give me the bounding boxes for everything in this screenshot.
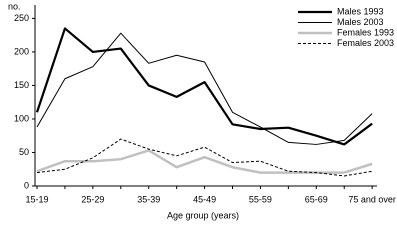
x-tick-label: 75 and over [348, 194, 396, 204]
x-tick-label: 45-49 [193, 194, 216, 204]
x-tick-label: 15-19 [25, 194, 48, 204]
legend-label: Females 1993 [337, 27, 394, 37]
series-line [35, 27, 373, 146]
y-tick-label: 150 [14, 80, 29, 90]
x-tick-label: 65-69 [305, 194, 328, 204]
y-tick-label: 50 [19, 147, 29, 157]
series-line [36, 138, 373, 177]
x-tick-label: 25-29 [81, 194, 104, 204]
y-tick-label: 100 [14, 113, 29, 123]
y-tick-label: 0 [24, 180, 29, 190]
x-tick-label: 35-39 [137, 194, 160, 204]
x-axis-title: Age group (years) [167, 210, 239, 220]
legend-label: Males 1993 [337, 6, 384, 16]
y-tick-label: 250 [14, 13, 29, 23]
legend-label: Females 2003 [337, 38, 394, 48]
legend-label: Males 2003 [337, 17, 384, 27]
series-line [36, 32, 373, 145]
y-tick-label: 200 [14, 46, 29, 56]
series-line [36, 149, 373, 174]
y-unit: no. [8, 1, 21, 11]
x-tick-label: 55-59 [249, 194, 272, 204]
chart: no. Age group (years) 0 50 100 150 200 250 15-… [8, 1, 396, 220]
